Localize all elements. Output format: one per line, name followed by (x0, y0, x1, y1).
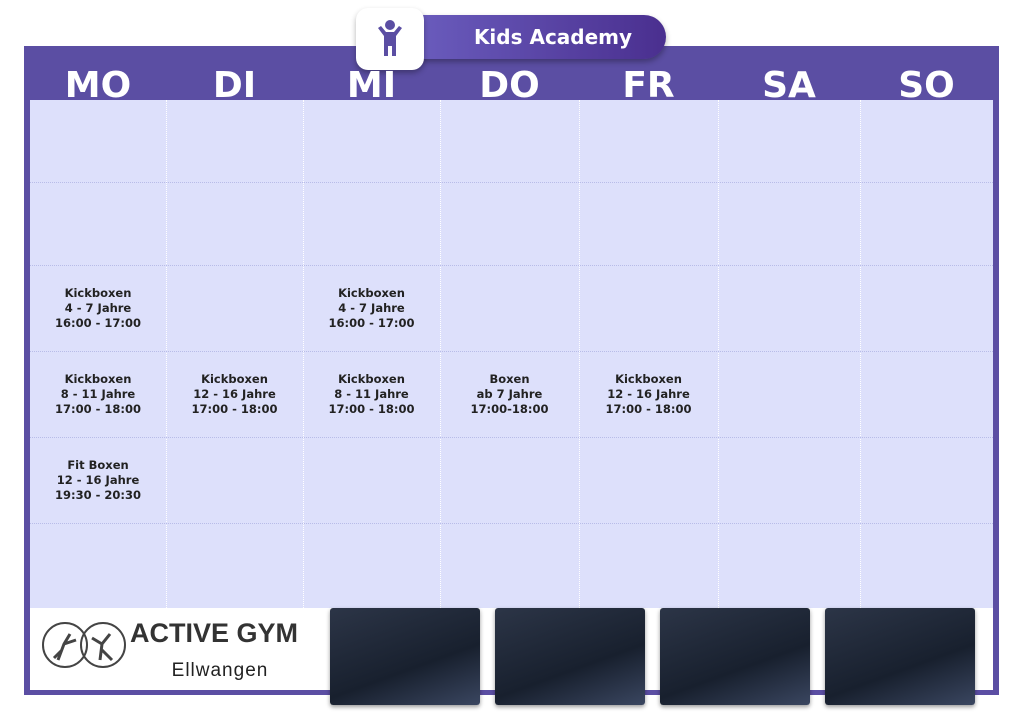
day-label: FR (622, 65, 675, 104)
row-divider (30, 437, 993, 438)
class-line: 17:00 - 18:00 (328, 401, 415, 416)
class-cell: Fit Boxen 12 - 16 Jahre 19:30 - 20:30 (30, 437, 166, 523)
class-line: Kickboxen (64, 285, 132, 300)
class-line: 4 - 7 Jahre (338, 300, 405, 315)
class-info: Fit Boxen 12 - 16 Jahre 19:30 - 20:30 (55, 458, 141, 503)
kid-icon (378, 20, 402, 56)
class-line: 16:00 - 17:00 (328, 315, 415, 330)
class-line: 17:00 - 18:00 (605, 401, 692, 416)
title-pill: Kids Academy (400, 15, 666, 59)
column-divider (303, 100, 304, 608)
column-divider (718, 100, 719, 608)
class-line: 12 - 16 Jahre (193, 386, 276, 401)
row-divider (30, 351, 993, 352)
class-info: Boxen ab 7 Jahre 17:00-18:00 (471, 372, 549, 417)
photo (495, 608, 645, 705)
class-line: 17:00-18:00 (470, 401, 549, 416)
day-label: DO (479, 65, 540, 104)
day-label: MI (346, 65, 397, 104)
title-icon (356, 8, 424, 70)
class-cell: Boxen ab 7 Jahre 17:00-18:00 (440, 351, 579, 437)
class-info: Kickboxen 12 - 16 Jahre 17:00 - 18:00 (606, 372, 692, 417)
logo-city: Ellwangen (171, 660, 269, 681)
title: Kids Academy (473, 25, 633, 49)
row-divider (30, 265, 993, 266)
class-line: 8 - 11 Jahre (334, 386, 409, 401)
row-divider (30, 523, 993, 524)
class-line: 8 - 11 Jahre (60, 386, 136, 401)
day-label: SO (898, 65, 955, 104)
photo (660, 608, 810, 705)
class-cell: Kickboxen 12 - 16 Jahre 17:00 - 18:00 (579, 351, 718, 437)
class-line: Boxen (489, 371, 530, 386)
class-line: 16:00 - 17:00 (55, 315, 141, 330)
day-label: SA (762, 65, 816, 104)
class-cell: Kickboxen 8 - 11 Jahre 17:00 - 18:00 (30, 351, 166, 437)
logo-mark (40, 620, 128, 670)
class-line: Kickboxen (338, 371, 405, 386)
class-info: Kickboxen 4 - 7 Jahre 16:00 - 17:00 (329, 286, 415, 331)
column-divider (440, 100, 441, 608)
column-divider (860, 100, 861, 608)
class-line: 17:00 - 18:00 (55, 401, 141, 416)
class-line: Kickboxen (338, 285, 405, 300)
class-info: Kickboxen 12 - 16 Jahre 17:00 - 18:00 (192, 372, 278, 417)
class-line: 12 - 16 Jahre (607, 386, 690, 401)
column-divider (166, 100, 167, 608)
day-label: DI (212, 65, 257, 104)
class-cell: Kickboxen 8 - 11 Jahre 17:00 - 18:00 (303, 351, 440, 437)
class-cell: Kickboxen 4 - 7 Jahre 16:00 - 17:00 (303, 265, 440, 351)
photo (825, 608, 975, 705)
logo-figures (42, 622, 126, 668)
class-line: Kickboxen (615, 371, 682, 386)
logo-name: ACTIVE GYM (130, 618, 299, 648)
photo (330, 608, 480, 705)
class-line: ab 7 Jahre (476, 386, 543, 401)
class-info: Kickboxen 8 - 11 Jahre 17:00 - 18:00 (329, 372, 415, 417)
row-divider (30, 182, 993, 183)
class-line: Kickboxen (64, 371, 132, 386)
class-info: Kickboxen 8 - 11 Jahre 17:00 - 18:00 (55, 372, 141, 417)
class-line: Kickboxen (201, 371, 268, 386)
day-label: MO (64, 65, 132, 104)
column-divider (579, 100, 580, 608)
class-info: Kickboxen 4 - 7 Jahre 16:00 - 17:00 (55, 286, 141, 331)
class-line: 19:30 - 20:30 (55, 487, 141, 502)
class-line: 12 - 16 Jahre (56, 472, 140, 487)
class-cell: Kickboxen 12 - 16 Jahre 17:00 - 18:00 (166, 351, 303, 437)
class-line: Fit Boxen (67, 457, 129, 472)
class-line: 4 - 7 Jahre (64, 300, 132, 315)
class-cell: Kickboxen 4 - 7 Jahre 16:00 - 17:00 (30, 265, 166, 351)
class-line: 17:00 - 18:00 (191, 401, 278, 416)
